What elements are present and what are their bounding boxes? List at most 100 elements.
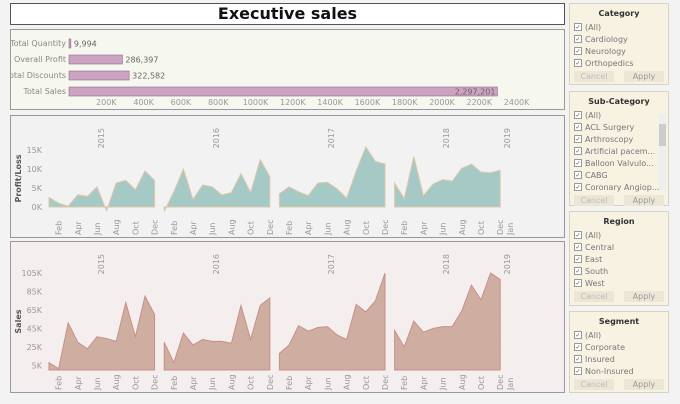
option-label: South (585, 266, 609, 276)
filter-option[interactable]: ✓ (All) (570, 21, 668, 33)
y-tick-label: 5K (32, 184, 43, 193)
scrollbar[interactable] (659, 114, 666, 190)
checkbox-checked-icon[interactable]: ✓ (574, 111, 582, 119)
checkbox-checked-icon[interactable]: ✓ (574, 135, 582, 143)
x-tick-label: 200K (96, 98, 117, 107)
month-label: Aug (112, 219, 121, 235)
filter-option[interactable]: ✓ West (570, 277, 668, 289)
option-label: Orthopedics (585, 58, 634, 68)
month-label: Jun (208, 223, 217, 237)
checkbox-checked-icon[interactable]: ✓ (574, 47, 582, 55)
checkbox-checked-icon[interactable]: ✓ (574, 59, 582, 67)
checkbox-checked-icon[interactable]: ✓ (574, 35, 582, 43)
filter-option[interactable]: ✓ (All) (570, 229, 668, 241)
filter-option[interactable]: ✓ Orthopedics (570, 57, 668, 69)
filter-option[interactable]: ✓ CABG (570, 169, 668, 181)
month-label: Dec (151, 375, 160, 390)
month-label: Aug (343, 219, 352, 235)
filter-sub-category: Sub-Category ✓ (All) ✓ ACL Surgery ✓ Arthrosco… (569, 91, 669, 206)
x-tick-label: 1000K (243, 98, 269, 107)
apply-button[interactable]: Apply (624, 71, 664, 82)
cancel-button[interactable]: Cancel (574, 291, 614, 302)
kpi-bar-chart: Total Quantity 9,994 Overall Profit 286,397… (10, 29, 565, 110)
month-label: Oct (247, 221, 256, 235)
month-label: Jun (323, 223, 332, 237)
filter-option[interactable]: ✓ Coronary Angiop... (570, 181, 668, 193)
checkbox-checked-icon[interactable]: ✓ (574, 243, 582, 251)
month-label: Oct (477, 221, 486, 235)
filter-option[interactable]: ✓ Non-Insured (570, 365, 668, 377)
filter-option[interactable]: ✓ Balloon Valvulo... (570, 157, 668, 169)
cancel-button[interactable]: Cancel (574, 379, 614, 390)
filter-option[interactable]: ✓ ACL Surgery (570, 121, 668, 133)
month-label: Apr (304, 220, 313, 235)
checkbox-checked-icon[interactable]: ✓ (574, 147, 582, 155)
year-label: 2015 (97, 128, 106, 148)
apply-button[interactable]: Apply (624, 379, 664, 390)
area-2016 (163, 158, 271, 212)
filter-option[interactable]: ✓ Artificial pacem... (570, 145, 668, 157)
month-label: Oct (362, 376, 371, 390)
filter-option[interactable]: ✓ East (570, 253, 668, 265)
checkbox-checked-icon[interactable]: ✓ (574, 343, 582, 351)
month-label: Apr (189, 375, 198, 390)
checkbox-checked-icon[interactable]: ✓ (574, 183, 582, 191)
filter-option[interactable]: ✓ (All) (570, 329, 668, 341)
y-axis-label: Profit/Loss (14, 154, 23, 202)
checkbox-checked-icon[interactable]: ✓ (574, 159, 582, 167)
month-label: Aug (227, 374, 236, 390)
scrollbar-thumb[interactable] (659, 124, 666, 146)
checkbox-checked-icon[interactable]: ✓ (574, 367, 582, 375)
y-tick-label: 85K (27, 288, 43, 297)
filter-segment: Segment ✓ (All) ✓ Corporate ✓ Insured ✓ Non-Insu… (569, 311, 669, 393)
checkbox-checked-icon[interactable]: ✓ (574, 355, 582, 363)
kpi-bar (68, 70, 130, 81)
option-label: Cardiology (585, 34, 628, 44)
filter-option[interactable]: ✓ Cardiology (570, 33, 668, 45)
filter-option[interactable]: ✓ Corporate (570, 341, 668, 353)
month-label: Dec (381, 375, 390, 390)
month-label: Jun (208, 378, 217, 392)
x-tick-label: 1200K (280, 98, 306, 107)
checkbox-checked-icon[interactable]: ✓ (574, 171, 582, 179)
month-label: Apr (189, 220, 198, 235)
apply-button[interactable]: Apply (624, 195, 664, 206)
filter-option[interactable]: ✓ Neurology (570, 45, 668, 57)
option-label: Central (585, 242, 615, 252)
y-tick-label: 0K (32, 203, 43, 212)
x-tick-label: 2200K (466, 98, 492, 107)
month-label: Apr (304, 375, 313, 390)
month-label: Aug (343, 374, 352, 390)
y-tick-label: 10K (27, 165, 43, 174)
year-label: 2016 (212, 128, 221, 148)
filter-option[interactable]: ✓ Arthroscopy (570, 133, 668, 145)
month-label: Feb (170, 221, 179, 235)
month-label: Jun (93, 378, 102, 392)
filter-option[interactable]: ✓ Central (570, 241, 668, 253)
cancel-button[interactable]: Cancel (574, 195, 614, 206)
month-label: Feb (400, 376, 409, 390)
checkbox-checked-icon[interactable]: ✓ (574, 279, 582, 287)
option-label: ACL Surgery (585, 122, 635, 132)
option-label: Balloon Valvulo... (585, 158, 654, 168)
checkbox-checked-icon[interactable]: ✓ (574, 267, 582, 275)
filter-option[interactable]: ✓ South (570, 265, 668, 277)
checkbox-checked-icon[interactable]: ✓ (574, 123, 582, 131)
filter-option[interactable]: ✓ Insured (570, 353, 668, 365)
month-label: Jan (506, 378, 515, 391)
kpi-value: 2,297,201 (455, 88, 496, 97)
checkbox-checked-icon[interactable]: ✓ (574, 23, 582, 31)
cancel-button[interactable]: Cancel (574, 71, 614, 82)
month-label: Jun (323, 378, 332, 392)
month-label: Aug (458, 374, 467, 390)
month-label: Oct (362, 221, 371, 235)
apply-button[interactable]: Apply (624, 291, 664, 302)
filter-option[interactable]: ✓ (All) (570, 109, 668, 121)
checkbox-checked-icon[interactable]: ✓ (574, 331, 582, 339)
checkbox-checked-icon[interactable]: ✓ (574, 231, 582, 239)
checkbox-checked-icon[interactable]: ✓ (574, 255, 582, 263)
area-2018 (394, 156, 501, 208)
area-2017 (278, 272, 386, 371)
option-label: (All) (585, 22, 602, 32)
year-label: 2016 (212, 254, 221, 274)
